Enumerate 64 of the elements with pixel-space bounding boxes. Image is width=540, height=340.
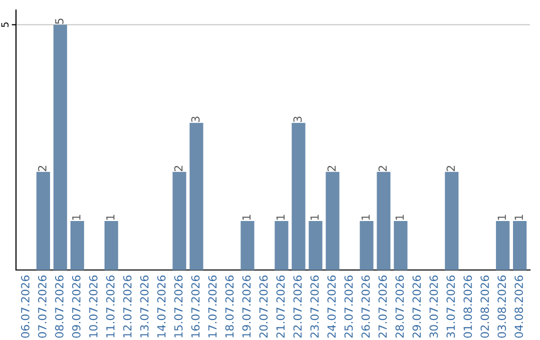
bar — [70, 220, 84, 270]
bar — [496, 220, 510, 270]
bar — [190, 122, 204, 270]
bar — [376, 172, 390, 270]
x-tick-label: 26.07.2026 — [361, 276, 370, 338]
bar — [36, 172, 50, 270]
data-label: 2 — [446, 166, 455, 172]
data-label: 1 — [514, 214, 523, 220]
data-label: 1 — [276, 214, 285, 220]
x-tick-label: 28.07.2026 — [395, 276, 404, 338]
x-tick-label: 21.07.2026 — [276, 276, 285, 338]
x-tick-label: 29.07.2026 — [412, 276, 421, 338]
data-label: 2 — [174, 166, 182, 172]
x-tick-label: 20.07.2026 — [259, 276, 268, 338]
x-tick-label: 01.08.2026 — [464, 276, 472, 338]
data-label: 3 — [191, 116, 200, 122]
data-label: 2 — [378, 166, 387, 172]
data-label: 1 — [72, 214, 80, 220]
x-tick-label: 25.07.2026 — [344, 276, 353, 338]
data-label: 1 — [106, 214, 114, 220]
x-tick-label: 06.07.2026 — [21, 276, 30, 338]
data-label: 5 — [55, 18, 64, 24]
bar — [172, 172, 186, 270]
x-tick-label: 15.07.2026 — [174, 276, 183, 338]
bar — [444, 172, 459, 270]
bar — [292, 122, 306, 270]
bar — [53, 24, 68, 270]
x-tick-label: 04.08.2026 — [514, 276, 524, 338]
x-tick-label: 14.07.2026 — [157, 276, 166, 338]
bar — [308, 220, 322, 270]
x-tick-label: 31.07.2026 — [446, 276, 455, 338]
bar — [512, 220, 527, 270]
x-tick-label: 27.07.2026 — [378, 276, 387, 338]
x-tick-label: 22.07.2026 — [293, 276, 302, 338]
x-tick-label: 17.07.2026 — [208, 276, 217, 338]
x-tick-label: 12.07.2026 — [123, 276, 132, 338]
x-tick-label: 23.07.2026 — [310, 276, 319, 338]
data-label: 1 — [242, 214, 251, 220]
x-tick-label: 24.07.2026 — [327, 276, 336, 338]
x-tick-label: 10.07.2026 — [89, 276, 98, 338]
x-tick-label: 13.07.2026 — [140, 276, 149, 338]
bar — [274, 220, 288, 270]
data-label: 3 — [293, 116, 302, 122]
data-label: 1 — [362, 214, 370, 220]
bar — [240, 220, 254, 270]
x-tick-label: 11.07.2026 — [106, 276, 115, 338]
data-label: 1 — [396, 214, 404, 220]
x-tick-label: 19.07.2026 — [242, 276, 251, 338]
data-label: 2 — [38, 166, 46, 172]
x-tick-label: 08.07.2026 — [55, 276, 64, 338]
x-tick-label: 03.08.2026 — [498, 276, 506, 338]
bar — [394, 220, 408, 270]
x-tick-label: 16.07.2026 — [191, 276, 200, 338]
bar — [360, 220, 374, 270]
bar — [326, 172, 340, 270]
x-tick-label: 30.07.2026 — [430, 276, 438, 338]
data-label: 1 — [498, 214, 506, 220]
x-tick-label: 18.07.2026 — [225, 276, 234, 338]
x-tick-label: 07.07.2026 — [38, 276, 46, 338]
data-label: 1 — [310, 214, 319, 220]
x-tick-label: 09.07.2026 — [72, 276, 80, 338]
bar — [104, 220, 118, 270]
x-tick-label: 02.08.2026 — [480, 276, 489, 338]
data-label: 2 — [327, 166, 336, 172]
